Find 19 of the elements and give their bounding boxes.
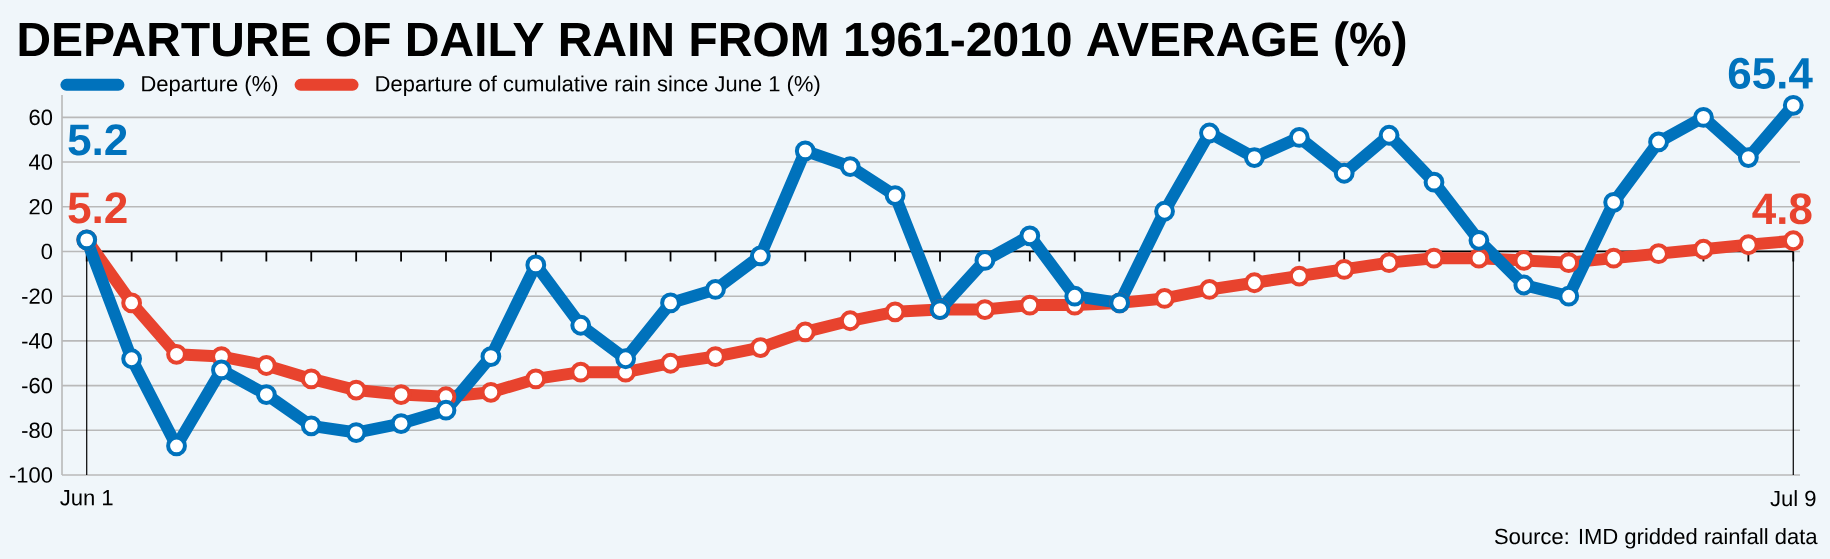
source-note: Source: IMD gridded rainfall data bbox=[1494, 528, 1818, 549]
y-tick-label: -100 bbox=[9, 467, 53, 483]
y-tick-label: 40 bbox=[28, 154, 53, 170]
data-label: 5.2 bbox=[68, 192, 127, 224]
y-tick-label: 0 bbox=[41, 243, 53, 260]
x-tick-label: Jun 1 bbox=[60, 490, 113, 506]
y-tick-label: -40 bbox=[22, 333, 53, 349]
y-tick-label: 60 bbox=[29, 109, 53, 126]
y-tick-label: -80 bbox=[22, 422, 53, 439]
data-label: 5.2 bbox=[68, 124, 127, 156]
legend-label: Departure of cumulative rain since June 1 (%) bbox=[376, 75, 820, 96]
chart-title: DEPARTURE OF DAILY RAIN FROM 1961-2010 AVERAGE (%) bbox=[19, 21, 1406, 66]
y-tick-label: 20 bbox=[29, 199, 53, 215]
y-tick-label: -20 bbox=[22, 288, 53, 304]
data-label: 4.8 bbox=[1752, 193, 1812, 225]
legend-label: Departure (%) bbox=[142, 75, 278, 96]
x-tick-label: Jul 9 bbox=[1770, 490, 1816, 507]
y-tick-label: -60 bbox=[22, 377, 53, 394]
data-label: 65.4 bbox=[1728, 57, 1813, 89]
